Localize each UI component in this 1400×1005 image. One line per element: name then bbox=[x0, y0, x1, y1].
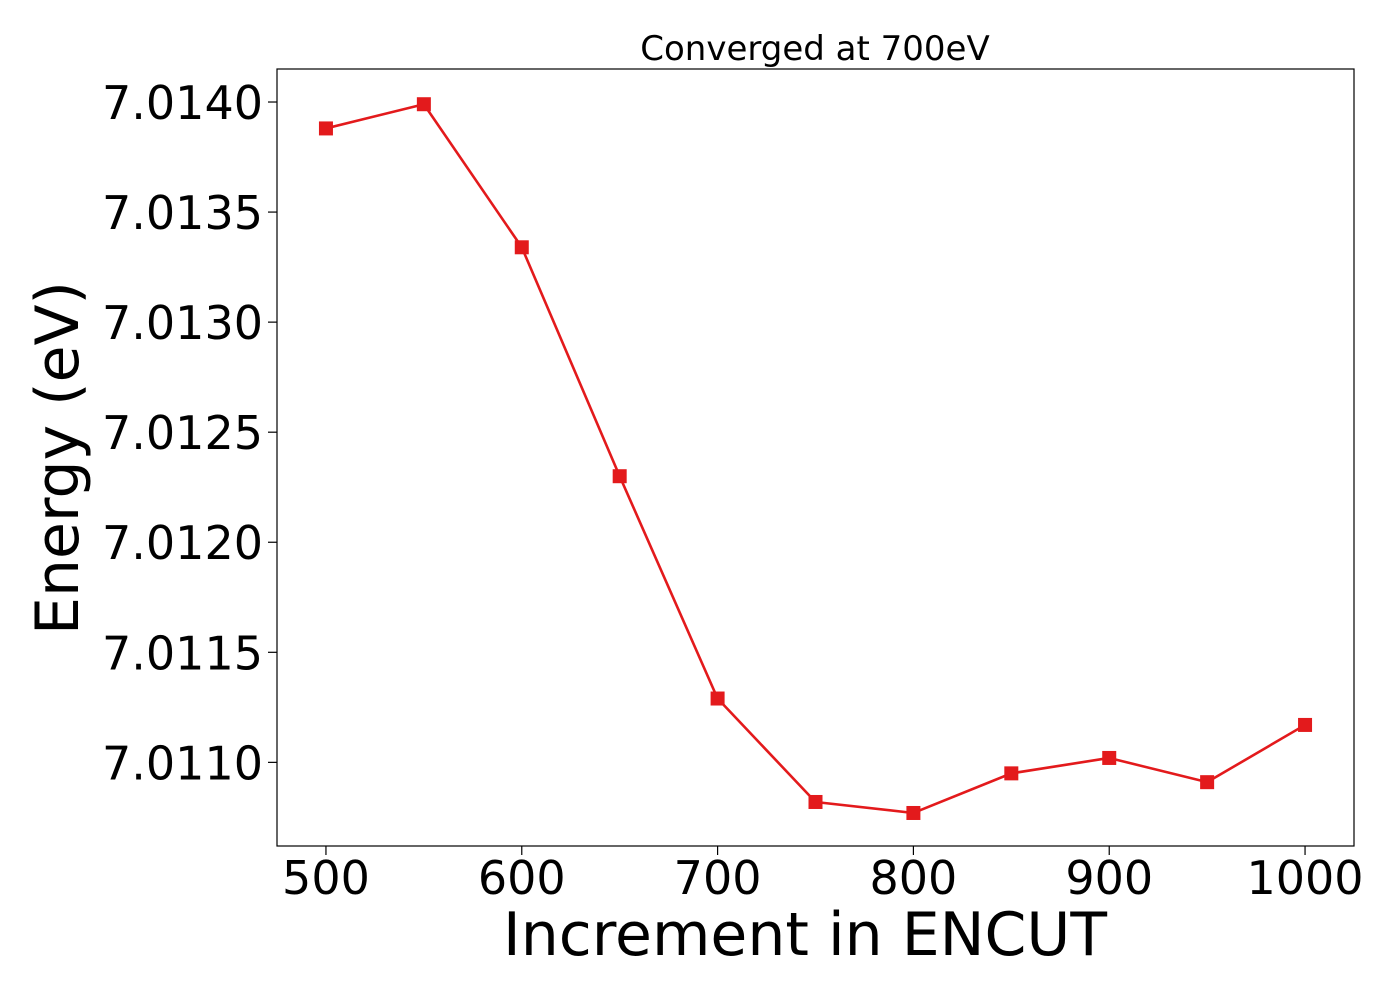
y-tick-label: 7.0130 bbox=[102, 296, 263, 350]
data-point-marker bbox=[416, 97, 431, 112]
x-axis-label: Increment in ENCUT bbox=[503, 900, 1107, 970]
y-tick-label: 7.0140 bbox=[102, 76, 263, 130]
data-point-marker bbox=[318, 121, 333, 136]
y-tick-label: 7.0125 bbox=[102, 406, 263, 460]
y-tick-label: 7.0120 bbox=[102, 516, 263, 570]
x-tick-label: 700 bbox=[674, 851, 762, 905]
series-layer bbox=[318, 97, 1313, 820]
y-tick-label: 7.0110 bbox=[102, 736, 263, 790]
data-point-marker bbox=[1200, 775, 1215, 790]
y-tick-label: 7.0135 bbox=[102, 186, 263, 240]
x-axis-ticks: 500 600 700 800 900 1000 bbox=[282, 846, 1364, 905]
x-tick-label: 800 bbox=[870, 851, 958, 905]
data-point-marker bbox=[1298, 717, 1313, 732]
x-tick-label: 1000 bbox=[1247, 851, 1364, 905]
data-point-marker bbox=[808, 794, 823, 809]
series-line bbox=[325, 102, 1306, 815]
data-point-marker bbox=[1102, 750, 1117, 765]
x-tick-label: 600 bbox=[478, 851, 566, 905]
y-tick-label: 7.0115 bbox=[102, 626, 263, 680]
chart-title: Converged at 700eV bbox=[640, 29, 989, 69]
data-point-marker bbox=[1004, 766, 1019, 781]
y-axis-label: Energy (eV) bbox=[23, 281, 93, 635]
x-tick-label: 500 bbox=[282, 851, 370, 905]
x-tick-label: 900 bbox=[1065, 851, 1153, 905]
y-axis-ticks: 7.0110 7.0115 7.0120 7.0125 7.0130 7.0135 7.01… bbox=[102, 76, 277, 790]
data-point-marker bbox=[514, 240, 529, 255]
data-point-marker bbox=[710, 691, 725, 706]
data-point-marker bbox=[612, 469, 627, 484]
data-point-marker bbox=[906, 805, 921, 820]
plot-area-frame bbox=[276, 68, 1355, 847]
